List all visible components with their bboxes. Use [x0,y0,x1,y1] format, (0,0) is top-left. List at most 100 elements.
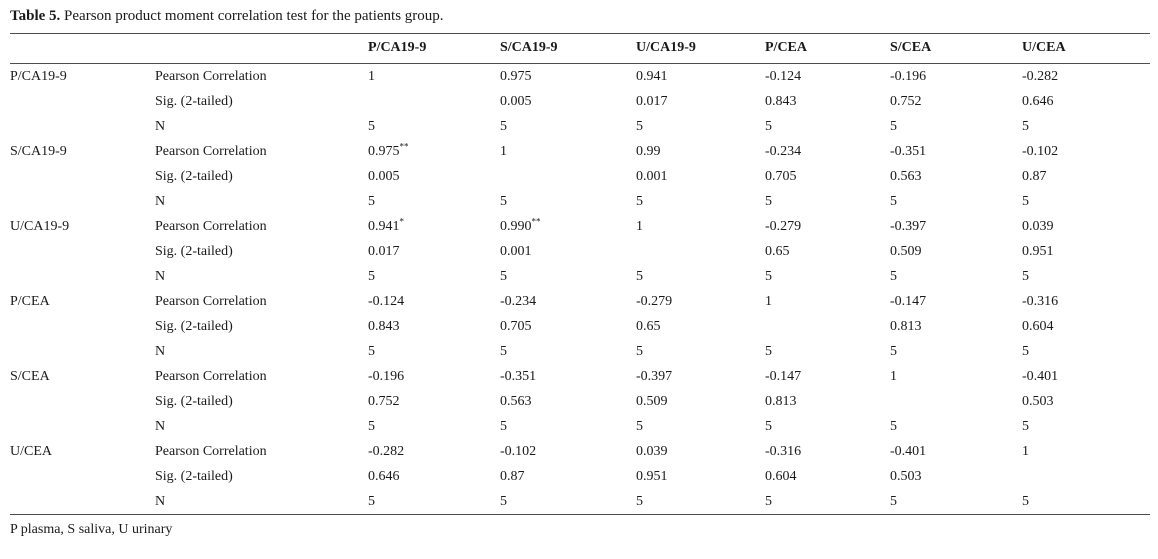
value-text: 5 [636,193,643,209]
significance-marker: ** [399,140,409,151]
table-caption-label: Table 5. [10,8,61,24]
value-text: 5 [636,493,643,509]
sig-row: Sig. (2-tailed) 0.005 0.017 0.843 0.752 0.646 [10,89,1150,114]
correlation-table: P/CA19-9 S/CA19-9 U/CA19-9 P/CEA S/CEA U/CEA … [10,33,1150,515]
value-text: -0.234 [500,293,537,309]
row-variable-label [10,314,155,339]
row-statistic-label: Pearson Correlation [155,293,267,309]
value-text: 0.843 [765,93,797,109]
value-text: 1 [636,218,643,234]
value-text: 0.99 [636,143,661,159]
value-cell: -0.401 [1022,364,1150,389]
table-caption-text: Pearson product moment correlation test … [60,8,444,24]
value-text: -0.196 [890,68,927,84]
value-cell: 0.005 [500,89,636,114]
value-cell: 5 [500,264,636,289]
table-footnote: P plasma, S saliva, U urinary [10,522,173,537]
header-cell-u-cea: U/CEA [1022,40,1066,55]
value-text: 0.563 [500,393,532,409]
pearson-row: S/CEA Pearson Correlation -0.196 -0.351 -0.3… [10,364,1150,389]
value-text: 5 [1022,418,1029,434]
value-text: 5 [368,268,375,284]
table-caption: Table 5. Pearson product moment correlat… [10,5,1150,33]
value-cell: 0.87 [1022,164,1150,189]
value-cell: 5 [368,339,500,364]
sig-row: Sig. (2-tailed) 0.843 0.705 0.65 0.813 0.604 [10,314,1150,339]
value-cell: 5 [368,189,500,214]
row-statistic-label: Pearson Correlation [155,143,267,159]
value-cell: -0.102 [1022,139,1150,164]
row-statistic-label: Pearson Correlation [155,218,267,234]
row-statistic-label: N [155,418,166,434]
value-text: 0.001 [500,243,532,259]
row-variable-label [10,414,155,439]
value-cell: 5 [636,489,765,515]
value-cell: 5 [636,339,765,364]
value-cell: 0.813 [765,389,890,414]
value-text: 0.87 [1022,168,1047,184]
significance-marker: ** [531,215,541,226]
row-statistic-label: N [155,343,166,359]
value-text: -0.279 [765,218,802,234]
value-text: -0.351 [500,368,537,384]
row-variable-label [10,489,155,515]
value-text: 0.990 [500,218,532,234]
n-row: N 5 5 5 5 5 5 [10,264,1150,289]
row-variable-label [10,389,155,414]
value-cell: 1 [368,64,500,90]
value-text: 5 [636,118,643,134]
value-cell: 5 [368,414,500,439]
value-cell [368,89,500,114]
value-text: 5 [1022,118,1029,134]
value-text: 0.001 [636,168,668,184]
value-text: 0.951 [636,468,668,484]
row-statistic-label: N [155,193,166,209]
value-cell: 5 [890,264,1022,289]
n-row: N 5 5 5 5 5 5 [10,489,1150,515]
value-cell: 0.951 [1022,239,1150,264]
value-cell: 0.99 [636,139,765,164]
row-statistic-label: Sig. (2-tailed) [155,93,233,109]
value-cell: 5 [500,189,636,214]
value-text: 0.843 [368,318,400,334]
value-text: 0.017 [368,243,400,259]
value-text: 0.975 [368,143,400,159]
value-text: 0.509 [890,243,922,259]
value-text: 0.941 [368,218,400,234]
row-variable-label: S/CA19-9 [10,143,67,159]
n-row: N 5 5 5 5 5 5 [10,414,1150,439]
value-cell: 5 [1022,414,1150,439]
value-cell: -0.102 [500,439,636,464]
value-cell: -0.279 [765,214,890,239]
value-text: 5 [765,343,772,359]
value-text: -0.147 [765,368,802,384]
value-cell: 5 [1022,339,1150,364]
value-cell: 0.941* [368,214,500,239]
value-cell: 5 [636,189,765,214]
value-cell: 5 [636,264,765,289]
value-text: 5 [1022,193,1029,209]
value-cell: 5 [500,339,636,364]
value-cell: 5 [765,264,890,289]
sig-row: Sig. (2-tailed) 0.017 0.001 0.65 0.509 0.951 [10,239,1150,264]
value-text: 5 [368,343,375,359]
value-cell [636,239,765,264]
row-statistic-label: N [155,118,166,134]
pearson-row: P/CEA Pearson Correlation -0.124 -0.234 -0.2… [10,289,1150,314]
value-cell: 0.843 [765,89,890,114]
significance-marker: * [399,215,405,226]
value-text: 0.813 [890,318,922,334]
value-cell: 0.705 [500,314,636,339]
row-variable-label [10,89,155,114]
row-variable-label: P/CA19-9 [10,68,67,84]
value-cell: 0.001 [636,164,765,189]
value-cell: 0.951 [636,464,765,489]
row-variable-label [10,239,155,264]
value-cell: 0.705 [765,164,890,189]
value-text: -0.102 [1022,143,1059,159]
value-cell: 0.752 [368,389,500,414]
value-cell: 5 [890,414,1022,439]
value-text: 0.604 [1022,318,1054,334]
value-cell: -0.282 [368,439,500,464]
value-text: -0.279 [636,293,673,309]
